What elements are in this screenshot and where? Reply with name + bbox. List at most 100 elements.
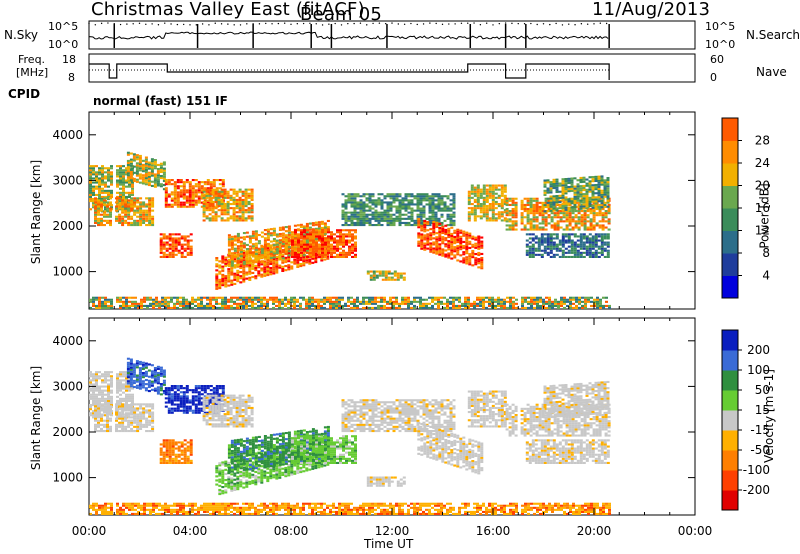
heatmap-cell <box>477 243 481 246</box>
heatmap-cell <box>578 302 581 305</box>
heatmap-cell <box>594 253 598 256</box>
heatmap-cell <box>179 304 182 307</box>
heatmap-cell <box>553 199 557 202</box>
heatmap-cell <box>606 189 610 192</box>
nsearch-dot <box>479 24 482 26</box>
heatmap-cell <box>353 201 357 204</box>
heatmap-cell <box>218 280 222 283</box>
heatmap-cell <box>278 239 282 242</box>
heatmap-cell <box>579 181 583 184</box>
heatmap-cell <box>386 300 389 303</box>
heatmap-cell <box>532 208 536 211</box>
heatmap-cell <box>92 181 95 184</box>
heatmap-cell <box>565 226 569 229</box>
heatmap-cell <box>209 183 213 186</box>
heatmap-cell <box>598 224 602 227</box>
heatmap-cell <box>233 266 237 269</box>
heatmap-cell <box>401 298 404 301</box>
heatmap-cell <box>134 304 137 307</box>
heatmap-cell <box>563 298 566 301</box>
heatmap-cell <box>497 205 501 208</box>
heatmap-cell <box>500 186 504 189</box>
heatmap-cell <box>592 228 596 231</box>
heatmap-cell <box>549 247 553 250</box>
heatmap-cell <box>359 207 363 210</box>
heatmap-cell <box>297 235 300 238</box>
heatmap-cell <box>419 304 422 307</box>
heatmap-cell <box>305 302 308 305</box>
heatmap-cell <box>89 395 92 398</box>
heatmap-cell <box>342 243 345 246</box>
heatmap-cell <box>314 258 318 261</box>
heatmap-cell <box>603 249 607 252</box>
heatmap-cell <box>582 199 586 202</box>
heatmap-cell <box>89 198 92 201</box>
heatmap-cell <box>330 235 333 238</box>
heatmap-cell <box>488 205 492 208</box>
heatmap-cell <box>173 185 177 188</box>
heatmap-cell <box>144 179 148 182</box>
heatmap-cell <box>377 193 381 196</box>
heatmap-cell <box>224 277 228 280</box>
heatmap-cell <box>238 207 242 210</box>
heatmap-cell <box>570 241 574 244</box>
heatmap-cell <box>315 229 318 232</box>
heatmap-cell <box>443 203 447 206</box>
heatmap-cell <box>266 232 270 235</box>
heatmap-cell <box>395 193 399 196</box>
heatmap-cell <box>561 253 565 256</box>
heatmap-cell <box>251 245 255 248</box>
heatmap-cell <box>515 298 518 301</box>
heatmap-cell <box>467 217 471 220</box>
heatmap-cell <box>535 228 539 231</box>
heatmap-cell <box>100 203 103 206</box>
heatmap-cell <box>564 239 568 242</box>
heatmap-cell <box>431 203 435 206</box>
heatmap-cell <box>245 273 249 276</box>
heatmap-cell <box>565 224 569 227</box>
heatmap-cell <box>98 298 101 301</box>
heatmap-cell <box>423 226 427 229</box>
heatmap-cell <box>107 189 110 192</box>
heatmap-cell <box>591 198 595 201</box>
heatmap-cell <box>479 192 483 195</box>
heatmap-cell <box>583 218 587 221</box>
heatmap-cell <box>214 188 218 191</box>
heatmap-cell <box>297 245 300 248</box>
heatmap-cell <box>326 296 329 299</box>
heatmap-cell <box>186 235 190 238</box>
heatmap-cell <box>470 188 474 191</box>
heatmap-cell <box>318 239 321 242</box>
heatmap-cell <box>98 185 101 188</box>
heatmap-cell <box>305 222 309 225</box>
heatmap-cell <box>147 177 151 180</box>
heatmap-cell <box>244 198 248 201</box>
heatmap-cell <box>362 203 366 206</box>
heatmap-cell <box>101 167 104 170</box>
heatmap-cell <box>485 213 489 216</box>
heatmap-cell <box>488 217 492 220</box>
heatmap-cell <box>341 217 345 220</box>
heatmap-cell <box>377 197 381 200</box>
heatmap-cell <box>317 300 320 303</box>
heatmap-cell <box>294 231 297 234</box>
heatmap-cell <box>500 192 504 195</box>
heatmap-cell <box>581 296 584 299</box>
heatmap-cell <box>543 251 547 254</box>
heatmap-cell <box>585 245 589 248</box>
heatmap-cell <box>200 187 204 190</box>
heatmap-cell <box>585 241 589 244</box>
heatmap-cell <box>245 250 249 253</box>
heatmap-cell <box>300 233 303 236</box>
heatmap-cell <box>272 272 276 275</box>
heatmap-cell <box>399 272 403 275</box>
heatmap-cell <box>296 250 300 253</box>
heatmap-cell <box>404 197 408 200</box>
heatmap-cell <box>333 247 336 250</box>
heatmap-cell <box>549 189 553 192</box>
heatmap-cell <box>92 304 95 307</box>
heatmap-cell <box>362 302 365 305</box>
heatmap-cell <box>407 195 411 198</box>
heatmap-cell <box>520 212 524 215</box>
heatmap-cell <box>606 201 610 204</box>
